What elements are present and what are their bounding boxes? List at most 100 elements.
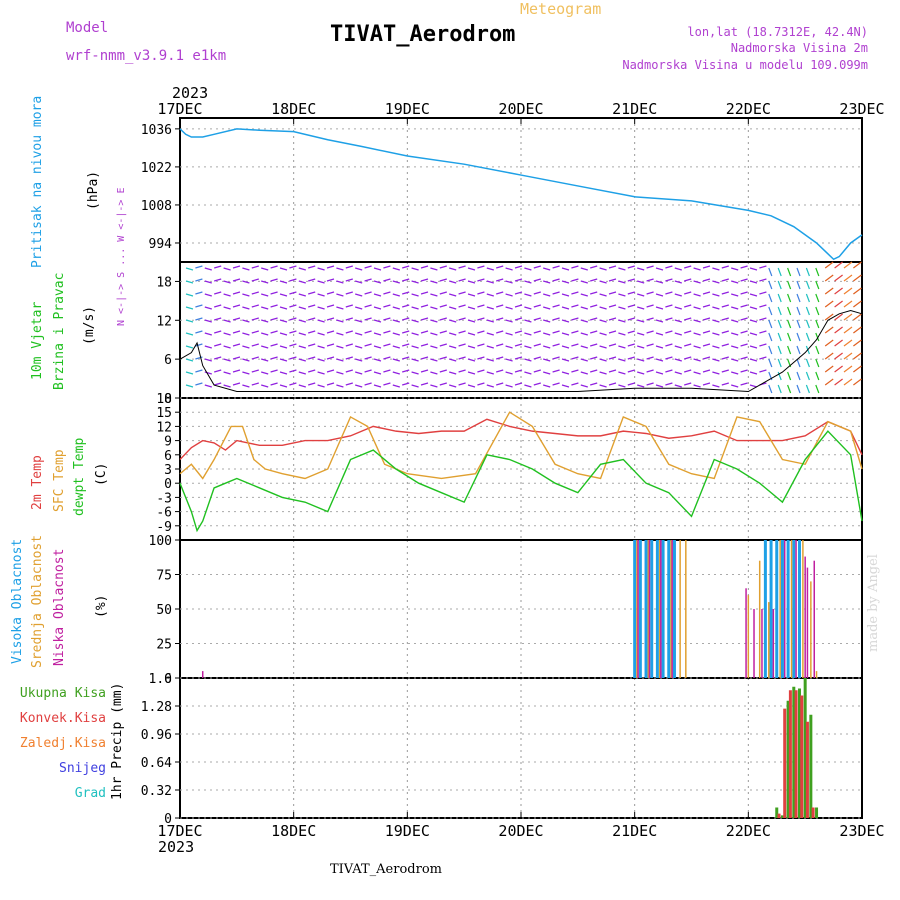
wind-barb — [514, 291, 523, 295]
legend-total-rain: Ukupna Kisa — [19, 686, 106, 701]
wind-barb — [608, 291, 617, 295]
y-tick-label: 50 — [156, 603, 172, 618]
wind-barb — [270, 291, 278, 295]
wind-barb — [392, 319, 400, 323]
wind-barb — [561, 371, 570, 375]
wind-barb — [646, 317, 654, 321]
wind-barb — [721, 343, 729, 347]
wind-barb — [242, 293, 250, 297]
wind-barb — [815, 371, 820, 381]
wind-barb — [749, 306, 758, 310]
wind-barb — [261, 280, 269, 284]
wind-barb — [721, 278, 729, 282]
wind-barb — [693, 384, 701, 388]
total-rain-bar — [786, 700, 790, 818]
wind-barb — [590, 369, 598, 373]
x-tick-label-bottom: 18DEC — [271, 822, 316, 840]
wind-barb — [787, 306, 792, 316]
wind-barb — [467, 371, 476, 375]
wind-barb — [261, 371, 269, 375]
wind-barb — [740, 330, 748, 334]
wind-barb — [289, 343, 297, 347]
wind-barb — [665, 369, 673, 373]
wind-barb — [543, 267, 551, 271]
x-tick-label-bottom: 22DEC — [726, 822, 771, 840]
wind-barb — [486, 345, 494, 349]
wind-barb — [308, 369, 316, 373]
wind-barb — [627, 382, 635, 386]
wind-barb — [834, 313, 843, 321]
wind-barb — [204, 345, 212, 349]
wind-barb — [712, 332, 720, 336]
wind-barb — [392, 306, 400, 310]
wind-barb — [721, 304, 729, 308]
wind-barb — [599, 384, 607, 388]
wind-barb — [665, 343, 673, 347]
wind-barb — [223, 384, 231, 388]
wind-barb — [702, 304, 711, 308]
wind-barb — [834, 365, 843, 373]
wind-barb — [533, 278, 541, 282]
wind-barb — [552, 343, 560, 347]
wind-barb — [749, 280, 758, 284]
wind-barb — [712, 358, 720, 362]
wind-barb — [355, 332, 363, 336]
y-tick-label: 0 — [164, 477, 172, 492]
wind-barb — [477, 382, 485, 386]
wind-barb — [815, 280, 820, 290]
wind-barb — [308, 356, 316, 360]
wind-barb — [637, 293, 645, 297]
wind-barb — [524, 371, 532, 375]
wind-barb — [486, 358, 494, 362]
wind-barb — [655, 280, 664, 284]
wind-barb — [740, 343, 748, 347]
wind-barb — [646, 382, 654, 386]
x-tick-label-bottom: 19DEC — [385, 822, 430, 840]
wind-barb — [693, 267, 701, 271]
wind-barb — [561, 306, 570, 310]
wind-barb — [477, 356, 485, 360]
wind-barb — [721, 330, 729, 334]
wind-barb — [298, 280, 306, 284]
wind-barb — [439, 382, 447, 386]
wind-barb — [467, 384, 476, 388]
wind-barb — [561, 280, 570, 284]
wind-barb — [824, 274, 834, 282]
wind-barb — [702, 382, 711, 386]
wind-barb — [430, 345, 438, 349]
wind-barb — [590, 356, 598, 360]
y-tick-label: 18 — [156, 392, 172, 407]
wind-barb — [411, 319, 419, 323]
wind-barb — [721, 291, 729, 295]
wind-barb — [524, 267, 532, 271]
conv-rain-bar — [783, 708, 787, 818]
x-tick-label-bottom: 20DEC — [498, 822, 543, 840]
wind-barb — [843, 287, 853, 295]
wind-barb — [533, 317, 541, 321]
wind-barb — [449, 306, 457, 310]
wind-barb — [223, 319, 231, 323]
wind-barb — [637, 306, 645, 310]
wind-barb — [843, 365, 853, 373]
wind-barb — [599, 358, 607, 362]
wind-barb — [514, 356, 523, 360]
wind-barb — [477, 291, 485, 295]
wind-barb — [759, 304, 767, 308]
wind-barb — [402, 369, 410, 373]
wind-barb — [693, 280, 701, 284]
station-title: TIVAT_Aerodrom — [330, 22, 516, 47]
wind-barb — [768, 319, 773, 329]
wind-barb — [514, 369, 523, 373]
wind-barb — [458, 265, 466, 269]
y-tick-label: 25 — [156, 638, 172, 653]
wind-barb — [449, 384, 457, 388]
wind-barb — [702, 330, 711, 334]
wind-barb — [834, 274, 843, 282]
wind-barb — [195, 343, 203, 347]
wind-barb — [646, 356, 654, 360]
total-rain-bar — [792, 686, 796, 818]
wind-barb — [674, 384, 682, 388]
wind-barb — [449, 267, 457, 271]
wind-barb — [223, 332, 231, 336]
wind-barb — [430, 319, 438, 323]
